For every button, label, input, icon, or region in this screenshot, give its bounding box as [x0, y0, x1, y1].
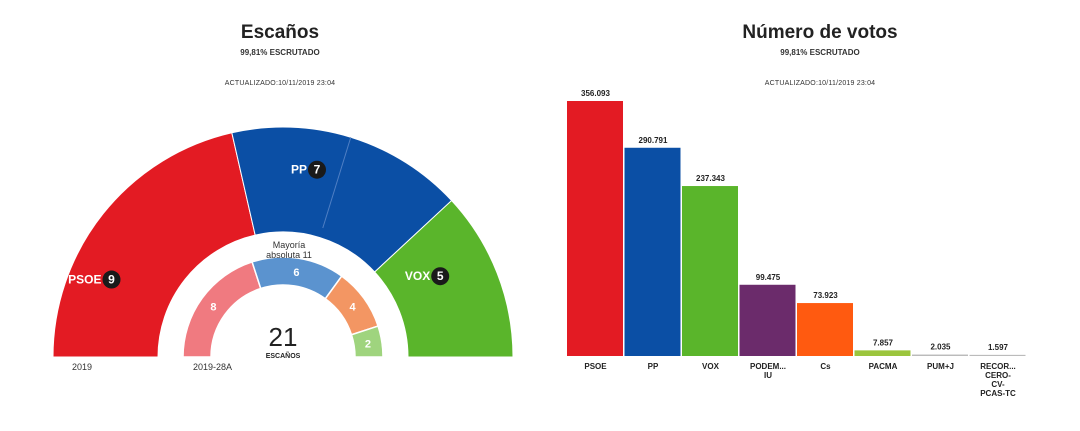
- seats-panel: Escaños 99,81% ESCRUTADO ACTUALIZADO:10/…: [52, 22, 514, 372]
- majority-label-line1: Mayoría: [273, 240, 306, 250]
- bar-value-1: 290.791: [639, 136, 668, 145]
- bar-0: [567, 101, 623, 356]
- bar-value-2: 237.343: [696, 174, 725, 183]
- seats-title: Escaños: [240, 22, 320, 43]
- seat-badge-psoe: [102, 270, 121, 289]
- category-label-5: PACMA: [869, 362, 898, 371]
- bar-6: [912, 354, 968, 356]
- seat-badge-pp: [307, 160, 326, 179]
- majority-label-line2: absoluta 11: [266, 250, 312, 260]
- bar-value-5: 7.857: [873, 338, 894, 347]
- seat-badge-vox: [431, 267, 450, 286]
- seat-label-vox: VOX: [405, 269, 430, 283]
- bar-7: [969, 354, 1026, 356]
- seat-count-pp: 7: [314, 163, 321, 177]
- prev-count-3: 2: [365, 339, 371, 351]
- category-label-7-2: CV-: [991, 380, 1005, 389]
- category-label-7-1: CERO-: [985, 371, 1011, 380]
- seat-arc-psoe: [52, 132, 256, 358]
- seats-subtitle: 99,81% ESCRUTADO: [240, 48, 320, 57]
- prev-count-0: 8: [210, 301, 216, 313]
- votes-chart: 356.093 PSOE 290.791 PP 237.343 VOX 99.475 PODE…: [567, 89, 1026, 398]
- bar-value-4: 73.923: [813, 291, 838, 300]
- votes-subtitle: 99,81% ESCRUTADO: [780, 48, 860, 57]
- seat-count-vox: 5: [437, 269, 444, 283]
- prev-count-1: 6: [293, 267, 299, 279]
- category-label-1: PP: [648, 362, 659, 371]
- category-label-4: Cs: [820, 362, 831, 371]
- bar-3: [739, 284, 796, 356]
- bar-1: [624, 147, 681, 356]
- category-label-7: RECOR...: [980, 362, 1016, 371]
- category-label-3: PODEM...: [750, 362, 786, 371]
- seat-label-pp: PP: [291, 163, 307, 177]
- pp-divider: [322, 137, 352, 229]
- category-label-7-3: PCAS-TC: [980, 389, 1016, 398]
- total-seats-label: ESCAÑOS: [266, 351, 301, 360]
- seat-label-psoe: PSOE: [68, 273, 101, 287]
- seat-count-psoe: 9: [108, 273, 115, 287]
- category-label-0: PSOE: [584, 362, 607, 371]
- bar-5: [854, 350, 911, 356]
- category-label-6: PUM+J: [927, 362, 954, 371]
- bar-value-6: 2.035: [930, 343, 951, 352]
- seats-updated: ACTUALIZADO:10/11/2019 23:04: [224, 80, 336, 87]
- votes-updated: ACTUALIZADO:10/11/2019 23:04: [764, 80, 876, 87]
- prev-year-label: 2019-28A: [193, 362, 232, 372]
- votes-title: Número de votos: [742, 22, 898, 43]
- bar-value-3: 99.475: [756, 273, 781, 282]
- bar-value-7: 1.597: [988, 343, 1009, 352]
- seat-arc-pp: [231, 126, 453, 273]
- votes-panel: Número de votos 99,81% ESCRUTADO ACTUALI…: [560, 0, 1080, 431]
- prev-arc-0: [182, 260, 262, 358]
- year-label: 2019: [72, 362, 92, 372]
- bar-4: [797, 303, 853, 356]
- category-label-2: VOX: [702, 362, 720, 371]
- bar-2: [682, 186, 738, 356]
- prev-count-2: 4: [350, 301, 357, 313]
- category-label-3-1: IU: [764, 371, 772, 380]
- prev-arc-3: [350, 325, 384, 358]
- total-seats: 21: [269, 322, 298, 352]
- bar-value-0: 356.093: [581, 89, 610, 98]
